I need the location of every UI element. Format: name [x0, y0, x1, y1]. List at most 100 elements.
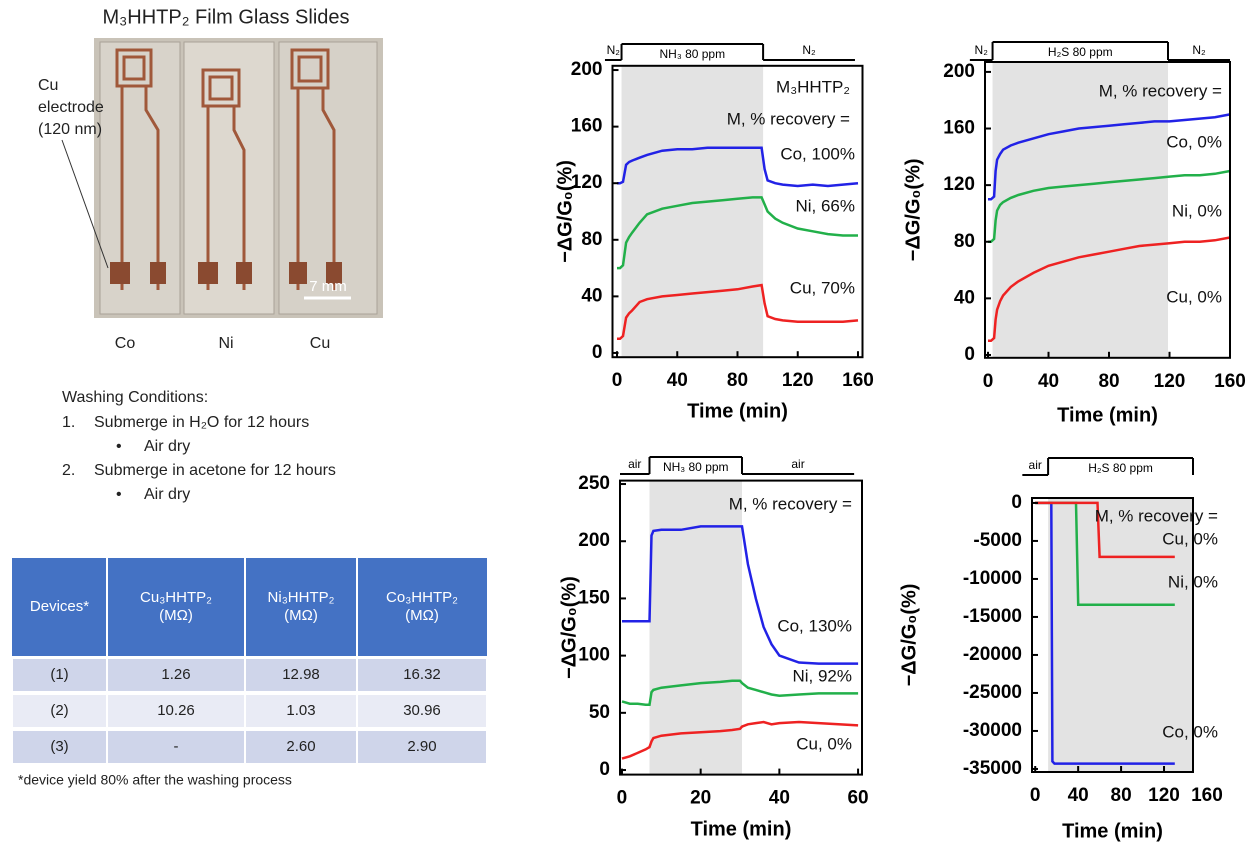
plot-frame [619, 479, 863, 776]
x-tick-label: 0 [617, 788, 628, 809]
step-number: 2. [62, 462, 75, 479]
y-tick-label: 200 [943, 61, 975, 82]
table-cell-bg [244, 657, 358, 693]
table: Devices*Cu₃HHTP₂(MΩ)Ni₃HHTP₂(MΩ)Co₃HHTP₂… [11, 558, 488, 765]
header-cell: Cu₃HHTP₂ [140, 589, 212, 606]
x-tick-label: 40 [667, 370, 688, 391]
x-tick-label: 40 [1038, 371, 1059, 392]
x-tick-label: 40 [1068, 785, 1089, 806]
x-tick-label: 0 [983, 371, 994, 392]
table-cell: 30.96 [403, 702, 441, 719]
x-tick-label: 120 [1154, 371, 1186, 392]
y-tick-label: 200 [578, 530, 610, 551]
y-tick-label: -35000 [963, 758, 1022, 779]
phase-label: air [1029, 458, 1042, 472]
table-cell-bg [356, 729, 488, 765]
step-sub: Air dry [144, 486, 190, 503]
table-cell: 1.03 [286, 702, 315, 719]
y-tick-label: 120 [571, 172, 603, 193]
annotation: M, % recovery = [1095, 506, 1218, 525]
y-tick-label: 0 [964, 344, 975, 365]
series-line [617, 196, 858, 270]
y-tick-label: -10000 [963, 568, 1022, 589]
x-axis-label: Time (min) [1062, 820, 1163, 842]
header-cell: Co₃HHTP₂ [386, 589, 458, 606]
y-tick-label: 0 [1011, 492, 1022, 513]
x-tick-label: 0 [1030, 785, 1041, 806]
y-tick-label: 0 [592, 342, 603, 363]
bullet: • [116, 486, 122, 503]
table-cell-bg [244, 693, 358, 729]
series-label: Co, 100% [780, 144, 855, 163]
x-tick-label: 120 [782, 370, 814, 391]
y-tick-label: 0 [599, 759, 610, 780]
table-cell-bg [356, 693, 488, 729]
shaded-region [1048, 498, 1193, 772]
plot-frame [984, 61, 1231, 359]
x-tick-label: 80 [1111, 785, 1132, 806]
y-tick-label: 150 [578, 587, 610, 608]
table-cell-bg [11, 693, 108, 729]
y-tick-label: -20000 [963, 644, 1022, 665]
y-tick-label: -5000 [973, 530, 1022, 551]
x-tick-label: 60 [847, 788, 868, 809]
table-cell-bg [11, 729, 108, 765]
series-line [988, 236, 1231, 343]
x-tick-label: 120 [1148, 785, 1180, 806]
table-cell: 2.90 [407, 738, 436, 755]
table-cell: - [174, 738, 179, 755]
x-tick-label: 80 [727, 370, 748, 391]
y-tick-label: -15000 [963, 606, 1022, 627]
table-cell-bg [106, 657, 246, 693]
phase-label: H₂S 80 ppm [1088, 461, 1153, 475]
x-tick-label: 160 [1191, 785, 1223, 806]
phase-label: NH₃ 80 ppm [663, 460, 729, 474]
phase-label: air [791, 457, 804, 471]
slide-label: Co [115, 335, 136, 352]
series-label: Cu, 0% [1162, 529, 1218, 548]
y-tick-label: 160 [943, 118, 975, 139]
x-axis-label: Time (min) [691, 818, 792, 840]
series-line [617, 283, 859, 341]
table-cell: 12.98 [282, 666, 320, 683]
plot-frame [1031, 497, 1194, 773]
annotation: M, % recovery = [729, 494, 852, 513]
series-label: Cu, 0% [796, 734, 852, 753]
header-cell: (MΩ) [405, 607, 439, 624]
y-axis-label: −ΔG/G₀(%) [558, 576, 580, 679]
callout: electrode [38, 99, 104, 116]
x-axis-label: Time (min) [687, 400, 788, 422]
step-number: 1. [62, 414, 75, 431]
series-line [622, 525, 859, 665]
series-label: Cu, 0% [1166, 287, 1222, 306]
step-text: Submerge in H₂O for 12 hours [94, 414, 309, 431]
table-cell: 2.60 [286, 738, 315, 755]
header-cell: (MΩ) [159, 607, 193, 624]
table-cell: (2) [50, 702, 68, 719]
series-label: Ni, 92% [792, 666, 852, 685]
annotation: M, % recovery = [727, 109, 850, 128]
series-label: Co, 0% [1162, 722, 1218, 741]
table-footnote: *device yield 80% after the washing proc… [18, 772, 292, 788]
step-sub: Air dry [144, 438, 190, 455]
phase-label: N₂ [607, 43, 621, 57]
x-tick-label: 0 [612, 370, 623, 391]
table-cell-bg [356, 657, 488, 693]
y-tick-label: 100 [578, 645, 610, 666]
shaded-region [992, 62, 1168, 358]
series-label: Co, 130% [777, 616, 852, 635]
table-cell: (3) [50, 738, 68, 755]
table-cell-bg [11, 657, 108, 693]
table-header [12, 558, 487, 656]
header-cell: (MΩ) [284, 607, 318, 624]
series-line [617, 146, 859, 188]
x-tick-label: 20 [690, 788, 711, 809]
series-label: Cu, 70% [790, 278, 855, 297]
table-cell: 1.26 [161, 666, 190, 683]
phase-label: N₂ [975, 43, 989, 57]
phase-label: H₂S 80 ppm [1048, 45, 1113, 59]
callout-line [61, 139, 109, 269]
series-label: Ni, 66% [795, 196, 855, 215]
scale-bar-label: 7 mm [309, 278, 347, 295]
